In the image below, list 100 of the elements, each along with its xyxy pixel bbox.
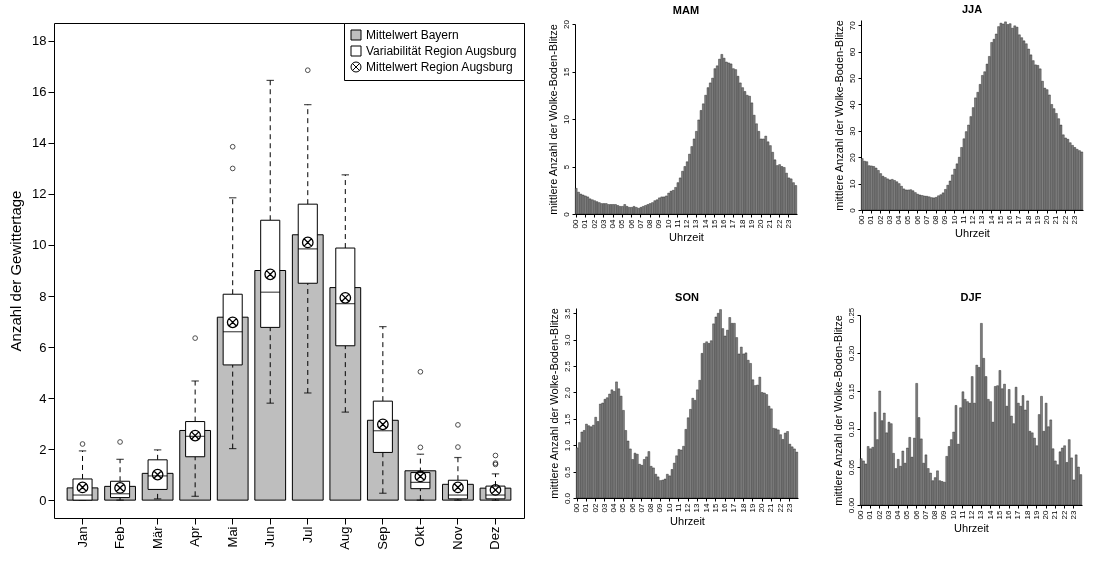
x-tick-label: 22 <box>774 218 784 229</box>
x-tick-label: Jul <box>299 526 315 544</box>
x-tick-label: 01 <box>866 214 876 225</box>
x-tick-label: 12 <box>968 214 978 225</box>
x-tick-label: 13 <box>977 214 987 225</box>
x-tick-label: 02 <box>875 214 885 225</box>
legend-label: Mittelwert Region Augsburg <box>366 60 513 74</box>
y-tick-label: 0.20 <box>846 345 856 362</box>
x-tick-label: 09 <box>655 502 665 513</box>
x-tick-label: 14 <box>701 502 711 513</box>
x-tick-label: Dez <box>487 526 503 550</box>
x-tick-label: 10 <box>664 502 674 513</box>
y-tick-label: 0 <box>561 211 571 217</box>
x-tick-label: 18 <box>1022 509 1032 520</box>
x-tick-label: 00 <box>572 502 582 513</box>
x-tick-label: 17 <box>1014 214 1024 225</box>
x-tick-label: Mär <box>149 525 165 549</box>
y-tick-label: 20 <box>561 19 571 29</box>
x-tick-label: 00 <box>857 214 867 225</box>
y-tick-label: 0.15 <box>846 383 856 400</box>
x-tick-label: 12 <box>683 502 693 513</box>
y-tick-label: 2 <box>39 441 47 457</box>
x-tick-label: 17 <box>729 502 739 513</box>
x-tick-label: 15 <box>994 509 1004 520</box>
x-tick-label: 19 <box>1032 214 1042 225</box>
y-tick-label: 1.5 <box>562 413 572 425</box>
x-axis-title: Uhrzeit <box>955 227 990 240</box>
x-tick-label: 21 <box>1051 214 1061 225</box>
x-tick-label: 19 <box>1031 509 1041 520</box>
y-tick-label: 2.0 <box>562 386 572 399</box>
x-tick-label: 18 <box>1023 214 1033 225</box>
x-tick-label: 20 <box>757 502 767 513</box>
x-tick-label: 07 <box>635 218 645 229</box>
x-tick-label: Jan <box>74 526 90 548</box>
x-tick-label: 01 <box>580 218 590 229</box>
y-axis-title: mittlere Anzahl der Wolke-Boden-Blitze <box>547 308 560 499</box>
x-tick-label: 12 <box>967 509 977 520</box>
x-tick-label: 10 <box>949 214 959 225</box>
y-tick-label: 12 <box>32 186 47 202</box>
y-axis-title: mittlere Anzahl der Wolke-Boden-Blitze <box>832 20 845 211</box>
x-tick-label: 23 <box>1068 509 1078 520</box>
y-tick-label: 0.25 <box>846 307 856 324</box>
x-tick-label: 15 <box>995 214 1005 225</box>
x-tick-label: 13 <box>692 502 702 513</box>
x-tick-label: 13 <box>691 218 701 229</box>
y-axis-title: mittlere Anzahl der Wolke-Boden-Blitze <box>831 315 844 506</box>
x-tick-label: 11 <box>957 509 967 519</box>
chart-title: MAM <box>672 3 700 16</box>
y-tick-label: 0.5 <box>562 466 572 478</box>
chart-title: DJF <box>960 291 982 304</box>
x-tick-label: 04 <box>894 214 904 225</box>
y-tick-label: 50 <box>847 73 857 84</box>
y-tick-label: 10 <box>561 114 571 124</box>
x-tick-label: Mai <box>224 526 240 548</box>
x-tick-label: 03 <box>884 214 894 225</box>
x-tick-label: 23 <box>1069 214 1079 225</box>
chart-title: SON <box>675 291 699 304</box>
x-tick-label: 07 <box>920 509 930 520</box>
x-tick-label: 20 <box>1041 509 1051 520</box>
y-tick-label: 8 <box>39 288 47 304</box>
x-tick-label: 04 <box>608 218 618 229</box>
x-tick-label: 03 <box>883 509 893 520</box>
x-tick-label: 00 <box>571 218 581 229</box>
x-tick-label: 11 <box>672 218 682 228</box>
x-tick-label: 05 <box>617 218 627 229</box>
x-tick-label: 15 <box>710 502 720 513</box>
y-tick-label: 2.5 <box>562 360 572 373</box>
y-tick-label: 60 <box>847 47 857 57</box>
y-tick-label: 20 <box>847 152 857 163</box>
x-tick-label: Feb <box>112 526 128 549</box>
x-tick-label: 12 <box>682 218 692 229</box>
x-tick-label: 14 <box>700 218 710 229</box>
y-tick-label: 0.10 <box>846 421 856 438</box>
x-tick-label: 10 <box>663 218 673 229</box>
x-tick-label: 07 <box>636 502 646 513</box>
x-tick-label: 19 <box>746 218 756 229</box>
x-tick-label: 01 <box>865 509 875 520</box>
x-tick-label: Jun <box>262 526 278 548</box>
y-tick-label: 6 <box>39 339 47 355</box>
x-tick-label: 08 <box>931 214 941 225</box>
x-tick-label: 02 <box>874 509 884 520</box>
x-axis-title: Uhrzeit <box>669 231 704 244</box>
x-tick-label: 16 <box>1005 214 1015 225</box>
y-tick-label: 0.05 <box>846 459 856 476</box>
x-tick-label: Aug <box>337 526 353 550</box>
x-tick-label: 05 <box>618 502 628 513</box>
x-tick-label: 21 <box>766 502 776 513</box>
x-tick-label: Nov <box>449 526 465 550</box>
x-tick-label: 06 <box>627 502 637 513</box>
x-tick-label: 19 <box>747 502 757 513</box>
x-axis-title: Uhrzeit <box>954 522 989 535</box>
y-tick-label: 5 <box>561 164 571 170</box>
x-tick-label: 14 <box>986 214 996 225</box>
x-tick-label: Okt <box>412 526 428 547</box>
x-tick-label: 07 <box>921 214 931 225</box>
x-tick-label: 05 <box>902 509 912 520</box>
x-tick-label: 23 <box>784 502 794 513</box>
y-tick-label: 10 <box>847 179 857 189</box>
x-tick-label: 03 <box>599 502 609 513</box>
y-tick-label: 0 <box>847 207 857 213</box>
